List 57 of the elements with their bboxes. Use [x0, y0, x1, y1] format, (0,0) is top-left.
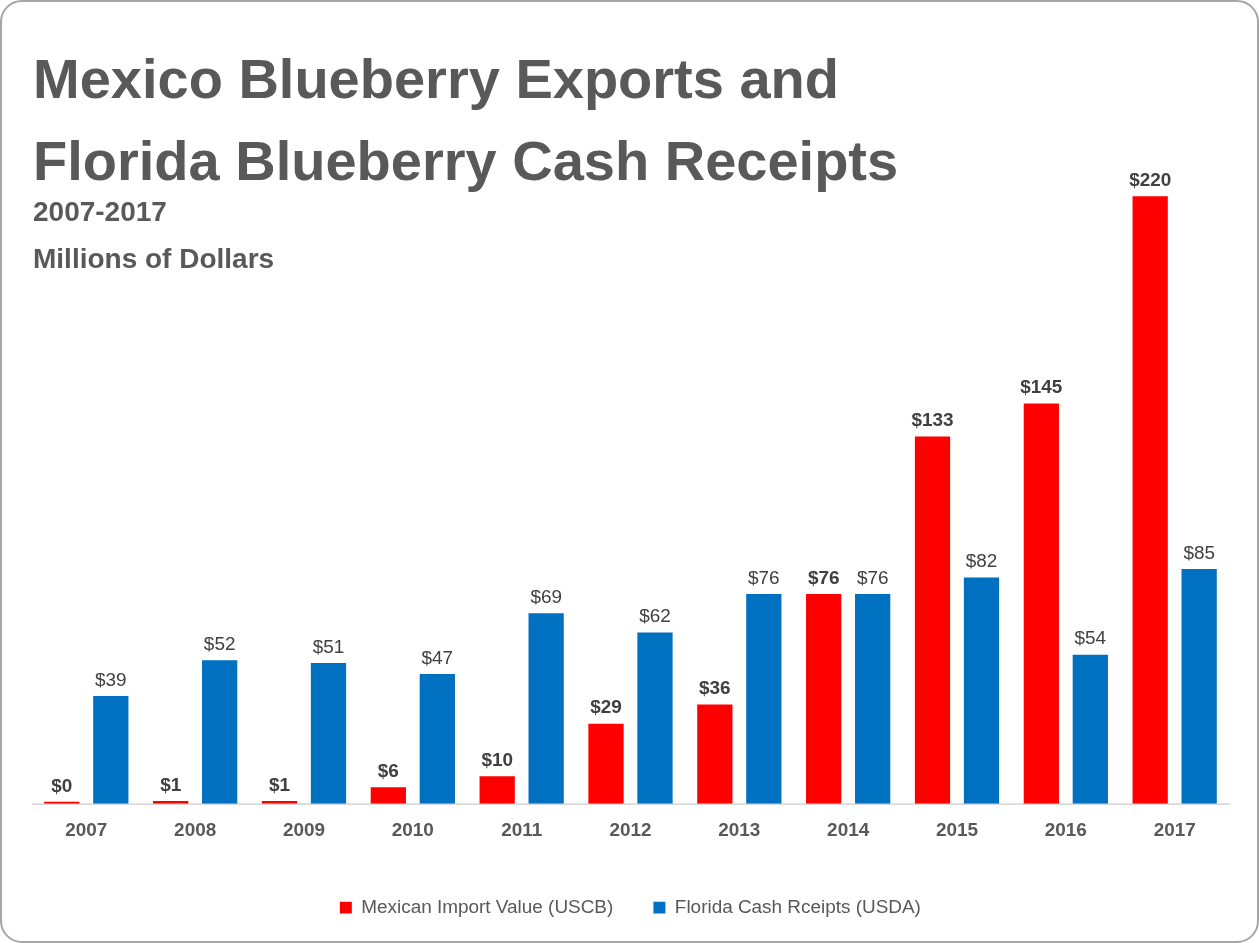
bar: [370, 787, 406, 804]
data-label: $10: [481, 748, 513, 770]
data-label: $54: [1074, 627, 1107, 649]
bar: [419, 674, 455, 804]
data-label: $51: [312, 635, 345, 657]
bar: [963, 577, 1000, 804]
annotation: Millions of Dollars: [33, 243, 275, 275]
bar: [855, 593, 891, 804]
bar: [1072, 654, 1108, 804]
x-tick-label: 2017: [1153, 819, 1196, 841]
bar: [637, 632, 673, 804]
x-tick-label: 2012: [609, 819, 652, 841]
x-tick-label: 2016: [1044, 819, 1087, 841]
data-label: $133: [911, 409, 954, 431]
x-tick-label: 2015: [935, 819, 979, 841]
data-label: $62: [639, 605, 671, 627]
bar: [1132, 196, 1168, 804]
data-label: $1: [268, 773, 291, 795]
bar: [697, 704, 733, 804]
data-label: $220: [1129, 169, 1172, 191]
data-label: $85: [1183, 541, 1215, 563]
bar: [914, 436, 951, 804]
data-label: $76: [856, 566, 889, 588]
data-label: $36: [699, 677, 731, 699]
data-label: $82: [965, 550, 998, 572]
bar: [528, 613, 564, 804]
data-label: $0: [51, 774, 73, 796]
bar: [746, 593, 782, 804]
x-tick-label: 2007: [65, 819, 108, 841]
bar: [1023, 403, 1059, 804]
x-tick-label: 2010: [391, 819, 434, 841]
x-tick-label: 2014: [827, 819, 870, 841]
bar: [93, 696, 129, 804]
data-label: $1: [160, 773, 182, 795]
data-label: $76: [807, 566, 840, 588]
bar: [806, 593, 842, 804]
chart-title: Mexico Blueberry Exports and Florida Blueberry Cash Receipts: [33, 47, 899, 192]
data-label: $29: [590, 696, 622, 718]
data-label: $6: [377, 760, 399, 781]
data-label: $52: [203, 633, 236, 654]
bar: [1181, 569, 1217, 804]
bar: [310, 662, 347, 804]
bar: [588, 723, 624, 804]
data-label: $145: [1020, 376, 1063, 398]
x-tick-label: 2008: [174, 819, 217, 841]
x-tick-label: 2013: [718, 819, 761, 841]
legend-label: Florida Cash Rceipts (USDA): [674, 895, 921, 917]
data-label: $69: [530, 586, 562, 608]
bar: [202, 660, 238, 804]
data-label: $39: [95, 668, 127, 690]
x-tick-label: 2009: [282, 819, 326, 841]
data-label: $76: [748, 566, 780, 588]
data-label: $47: [421, 646, 454, 668]
chart-subtitle: 2007-2017: [33, 196, 167, 228]
bar: [479, 776, 515, 804]
x-tick-label: 2011: [501, 819, 543, 841]
legend-label: Mexican Import Value (USCB): [361, 895, 614, 917]
